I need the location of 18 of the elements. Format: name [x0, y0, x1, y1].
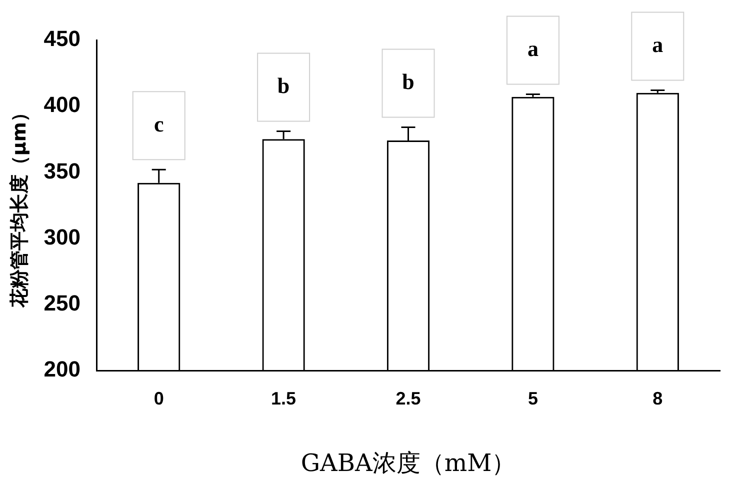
annotation: b	[277, 72, 290, 98]
annotation: a	[652, 32, 664, 57]
y-tick-label: 350	[44, 158, 81, 184]
annotation: a	[527, 36, 538, 61]
annotation: c	[154, 111, 164, 136]
x-tick-label: 2.5	[396, 388, 421, 408]
y-tick-label: 400	[44, 92, 81, 118]
x-tick-label: 5	[528, 388, 538, 408]
annotation: b	[402, 68, 414, 94]
x-axis-title: GABA浓度（mM）	[300, 448, 516, 477]
x-tick-label: 8	[652, 388, 663, 408]
y-tick-label: 250	[44, 290, 81, 316]
x-tick-label: 1.5	[271, 388, 296, 408]
y-axis-title: 花粉管平均长度（μm）	[8, 102, 30, 309]
y-tick-label: 300	[44, 224, 81, 250]
y-tick-label: 450	[44, 26, 81, 52]
y-tick-label: 200	[44, 356, 81, 382]
x-tick-label: 0	[154, 388, 164, 408]
